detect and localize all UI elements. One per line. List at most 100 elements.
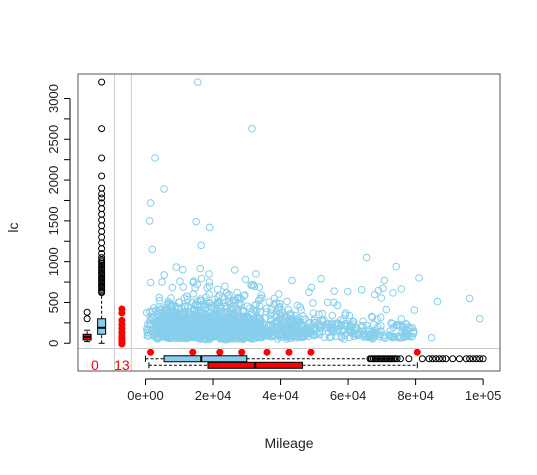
observed-point	[250, 334, 259, 343]
observed-point	[268, 332, 277, 340]
observed-point	[309, 299, 317, 307]
observed-point	[404, 331, 413, 340]
mileage-box-observed-outlier	[449, 355, 457, 363]
observed-point	[249, 306, 258, 314]
observed-point	[166, 310, 175, 319]
missing-lc-point	[216, 348, 224, 356]
observed-point	[299, 323, 307, 332]
observed-point	[312, 323, 320, 331]
lc-box-observed-outlier	[98, 210, 106, 218]
observed-point	[156, 305, 164, 314]
observed-point	[288, 276, 296, 285]
observed-point	[205, 282, 214, 291]
observed-point	[310, 315, 319, 323]
observed-point	[370, 290, 379, 299]
observed-point	[402, 330, 411, 338]
mileage-box-observed-outlier	[435, 355, 443, 363]
mileage-box-observed-outlier	[439, 355, 447, 363]
observed-point	[292, 316, 301, 324]
observed-point	[179, 283, 187, 291]
observed-point	[189, 277, 198, 286]
observed-point	[220, 308, 229, 316]
observed-point	[357, 286, 366, 294]
missing-count-lc: 0	[91, 357, 99, 373]
observed-point	[332, 332, 340, 341]
lc-box-observed-outlier	[98, 154, 106, 162]
observed-point	[216, 307, 225, 316]
observed-point	[380, 331, 388, 340]
observed-point	[403, 327, 412, 335]
mileage-box-observed-outlier	[432, 355, 440, 363]
scatter-layer	[118, 78, 484, 356]
observed-point	[214, 310, 222, 318]
y-tick-label: 0	[46, 340, 61, 347]
lc-box-observed-outlier	[98, 205, 106, 213]
observed-point	[179, 265, 187, 274]
observed-point	[305, 288, 313, 297]
observed-point	[237, 334, 245, 342]
axis-layer: 0e+00 2e+04 4e+04 6e+04 8e+04 1e+05 0 500 1000 15…	[46, 84, 501, 403]
observed-point	[335, 321, 343, 329]
observed-point	[197, 274, 206, 283]
observed-point	[265, 298, 274, 306]
observed-point	[231, 298, 240, 307]
mileage-box-observed-box	[163, 355, 248, 363]
observed-point	[199, 332, 207, 340]
observed-point	[197, 241, 205, 250]
observed-point	[262, 304, 271, 313]
observed-point	[285, 320, 294, 329]
observed-point	[320, 321, 329, 329]
observed-point	[221, 282, 229, 291]
observed-point	[187, 325, 196, 334]
observed-point	[343, 321, 352, 330]
missing-count-mileage: 13	[114, 357, 130, 373]
mileage-box-observed-outlier	[469, 355, 477, 363]
observed-point	[145, 330, 154, 338]
observed-point	[404, 323, 412, 331]
observed-point	[174, 298, 183, 307]
observed-point	[379, 284, 387, 293]
observed-point	[264, 322, 273, 331]
observed-point	[173, 333, 181, 342]
observed-point	[330, 287, 339, 296]
observed-point	[334, 319, 342, 328]
lc-box-observed-outlier	[98, 172, 106, 180]
observed-point	[205, 223, 214, 232]
observed-point	[207, 334, 215, 342]
missing-lc-point	[263, 348, 271, 356]
observed-point	[148, 245, 157, 254]
observed-point	[415, 274, 423, 282]
observed-point	[351, 326, 360, 335]
observed-point	[179, 330, 187, 339]
lc-box-observed-outlier	[98, 233, 106, 241]
mileage-box-observed-outlier	[442, 355, 450, 363]
observed-point	[359, 317, 367, 326]
plot-border	[77, 73, 501, 372]
observed-point	[171, 325, 179, 334]
observed-point	[214, 322, 222, 330]
observed-point	[251, 330, 260, 339]
observed-point	[393, 333, 402, 341]
observed-point	[258, 294, 266, 302]
observed-point	[345, 311, 354, 320]
y-tick-label: 1500	[46, 206, 61, 235]
observed-point	[247, 321, 256, 330]
observed-point	[160, 271, 168, 279]
observed-point	[317, 275, 325, 283]
x-tick-label: 0e+00	[127, 388, 164, 403]
lc-box-observed-outlier	[98, 222, 106, 230]
observed-point	[176, 277, 184, 286]
observed-point	[196, 264, 205, 273]
observed-point	[201, 305, 210, 314]
observed-point	[369, 329, 377, 337]
observed-point	[142, 308, 151, 317]
observed-point	[222, 321, 230, 329]
observed-point	[220, 316, 228, 324]
observed-point	[181, 302, 190, 311]
observed-point	[330, 298, 338, 307]
observed-point	[178, 322, 186, 330]
lc-box-missing-outlier	[83, 315, 91, 323]
observed-point	[397, 315, 406, 323]
observed-point	[368, 335, 377, 343]
